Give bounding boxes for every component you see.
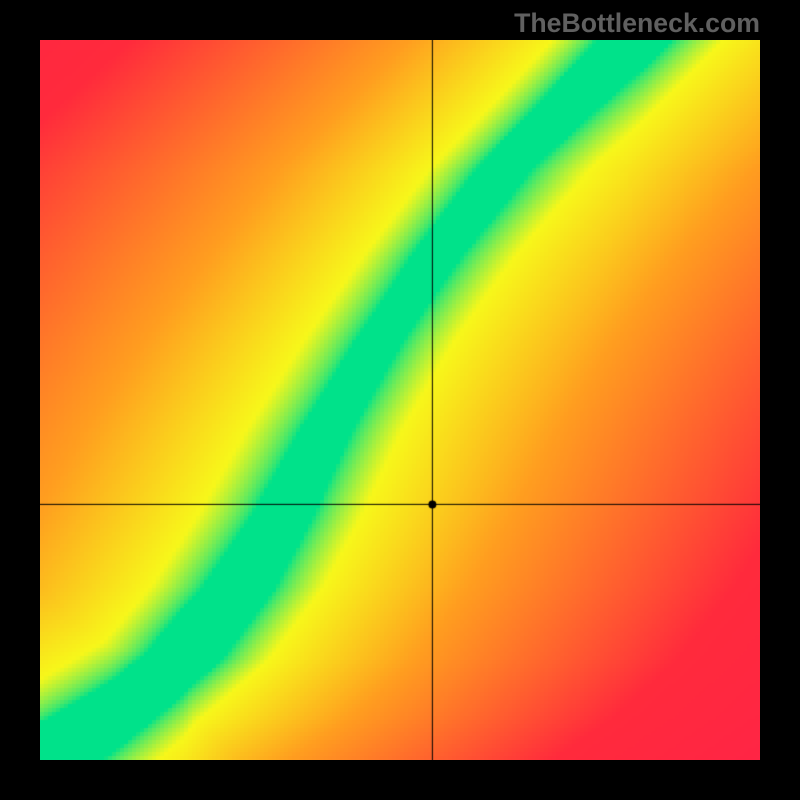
bottleneck-heatmap [40,40,760,760]
watermark-text: TheBottleneck.com [514,8,760,39]
